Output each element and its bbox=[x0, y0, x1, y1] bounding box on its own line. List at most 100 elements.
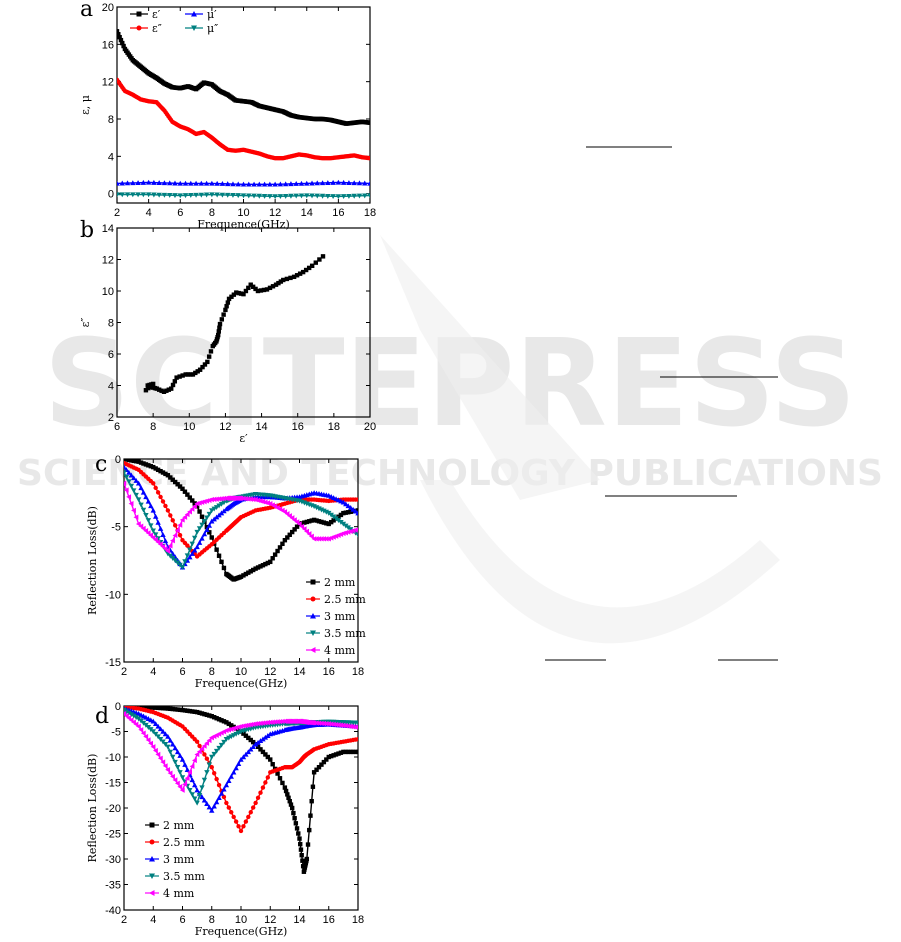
data-point bbox=[319, 762, 324, 767]
data-point bbox=[299, 523, 305, 530]
data-point bbox=[274, 719, 280, 725]
data-point bbox=[182, 761, 188, 767]
data-point bbox=[333, 516, 339, 522]
data-point bbox=[258, 564, 263, 569]
data-point bbox=[231, 814, 236, 820]
data-point bbox=[260, 749, 266, 755]
data-point bbox=[235, 181, 241, 187]
data-point bbox=[345, 723, 351, 729]
data-point bbox=[172, 379, 178, 384]
data-point bbox=[133, 514, 139, 520]
data-point bbox=[124, 487, 129, 493]
data-point bbox=[170, 773, 175, 780]
data-point bbox=[197, 710, 202, 715]
data-point bbox=[316, 765, 322, 770]
legend-label: 2.5 mm bbox=[163, 836, 205, 849]
data-point bbox=[150, 718, 156, 724]
watermark: SCITEPRESS SCIENCE AND TECHNOLOGY PUBLIC… bbox=[17, 235, 883, 644]
data-point bbox=[250, 496, 256, 503]
data-point bbox=[204, 515, 210, 521]
data-point bbox=[145, 179, 152, 185]
legend-marker bbox=[136, 11, 142, 17]
data-point bbox=[204, 756, 210, 761]
data-point bbox=[319, 180, 326, 186]
data-point bbox=[177, 522, 183, 528]
data-point bbox=[131, 713, 137, 719]
data-point bbox=[343, 723, 349, 729]
data-point bbox=[260, 720, 266, 726]
data-point bbox=[245, 496, 251, 502]
data-point bbox=[124, 480, 127, 487]
data-point bbox=[189, 506, 195, 512]
data-point bbox=[240, 723, 246, 729]
data-point bbox=[277, 194, 284, 200]
data-point bbox=[167, 180, 173, 186]
data-point bbox=[172, 180, 178, 186]
plot-frame bbox=[116, 6, 371, 204]
data-point bbox=[160, 739, 166, 745]
data-point bbox=[347, 527, 354, 533]
data-point bbox=[202, 752, 207, 757]
data-point bbox=[209, 714, 214, 719]
data-point bbox=[170, 741, 176, 747]
data-point bbox=[131, 475, 137, 481]
data-point bbox=[177, 533, 183, 538]
data-point bbox=[138, 460, 144, 465]
data-point bbox=[199, 535, 205, 541]
data-point bbox=[194, 787, 200, 793]
y-tick-label: 16 bbox=[102, 39, 114, 51]
data-point bbox=[313, 720, 319, 726]
data-point bbox=[277, 718, 283, 725]
data-point bbox=[201, 519, 208, 524]
data-point bbox=[246, 570, 251, 575]
data-point bbox=[170, 537, 175, 544]
data-point bbox=[248, 722, 253, 728]
series-group bbox=[124, 706, 358, 874]
data-point bbox=[120, 40, 125, 46]
data-point bbox=[213, 748, 220, 754]
data-point bbox=[288, 275, 293, 281]
data-point bbox=[165, 733, 171, 739]
data-point bbox=[145, 518, 152, 524]
data-point bbox=[272, 552, 278, 557]
x-tick-label: 18 bbox=[364, 207, 376, 219]
data-point bbox=[309, 193, 315, 199]
x-axis-label: Frequence(GHz) bbox=[195, 925, 288, 938]
data-point bbox=[160, 532, 166, 537]
data-point bbox=[252, 721, 258, 727]
x-tick-label: 2 bbox=[114, 207, 120, 219]
data-point bbox=[317, 257, 322, 262]
data-point bbox=[133, 492, 139, 498]
data-point bbox=[148, 523, 154, 529]
data-point bbox=[262, 734, 269, 740]
data-point bbox=[133, 715, 139, 721]
data-point bbox=[189, 763, 195, 770]
data-point bbox=[161, 180, 168, 186]
data-point bbox=[117, 32, 121, 37]
data-point bbox=[198, 180, 205, 186]
data-point bbox=[362, 193, 368, 199]
data-point bbox=[211, 496, 217, 503]
data-point bbox=[150, 744, 156, 750]
y-tick-label: -40 bbox=[105, 905, 121, 917]
data-point bbox=[177, 193, 183, 199]
data-point bbox=[138, 485, 144, 491]
legend-label: μ′ bbox=[207, 8, 217, 21]
legend-marker bbox=[149, 856, 155, 862]
y-tick-label: 8 bbox=[108, 318, 114, 330]
data-point bbox=[284, 276, 290, 282]
data-point bbox=[331, 518, 336, 523]
data-point bbox=[140, 525, 146, 532]
data-point bbox=[119, 180, 125, 186]
data-point bbox=[288, 193, 294, 199]
data-point bbox=[174, 375, 179, 380]
legend-marker bbox=[136, 25, 142, 31]
data-point bbox=[355, 527, 358, 531]
data-point bbox=[184, 767, 191, 772]
data-point bbox=[184, 511, 190, 518]
x-tick-label: 2 bbox=[121, 666, 127, 678]
data-point bbox=[319, 519, 324, 525]
data-point bbox=[243, 733, 249, 738]
data-point bbox=[179, 517, 185, 523]
data-point bbox=[338, 519, 344, 525]
